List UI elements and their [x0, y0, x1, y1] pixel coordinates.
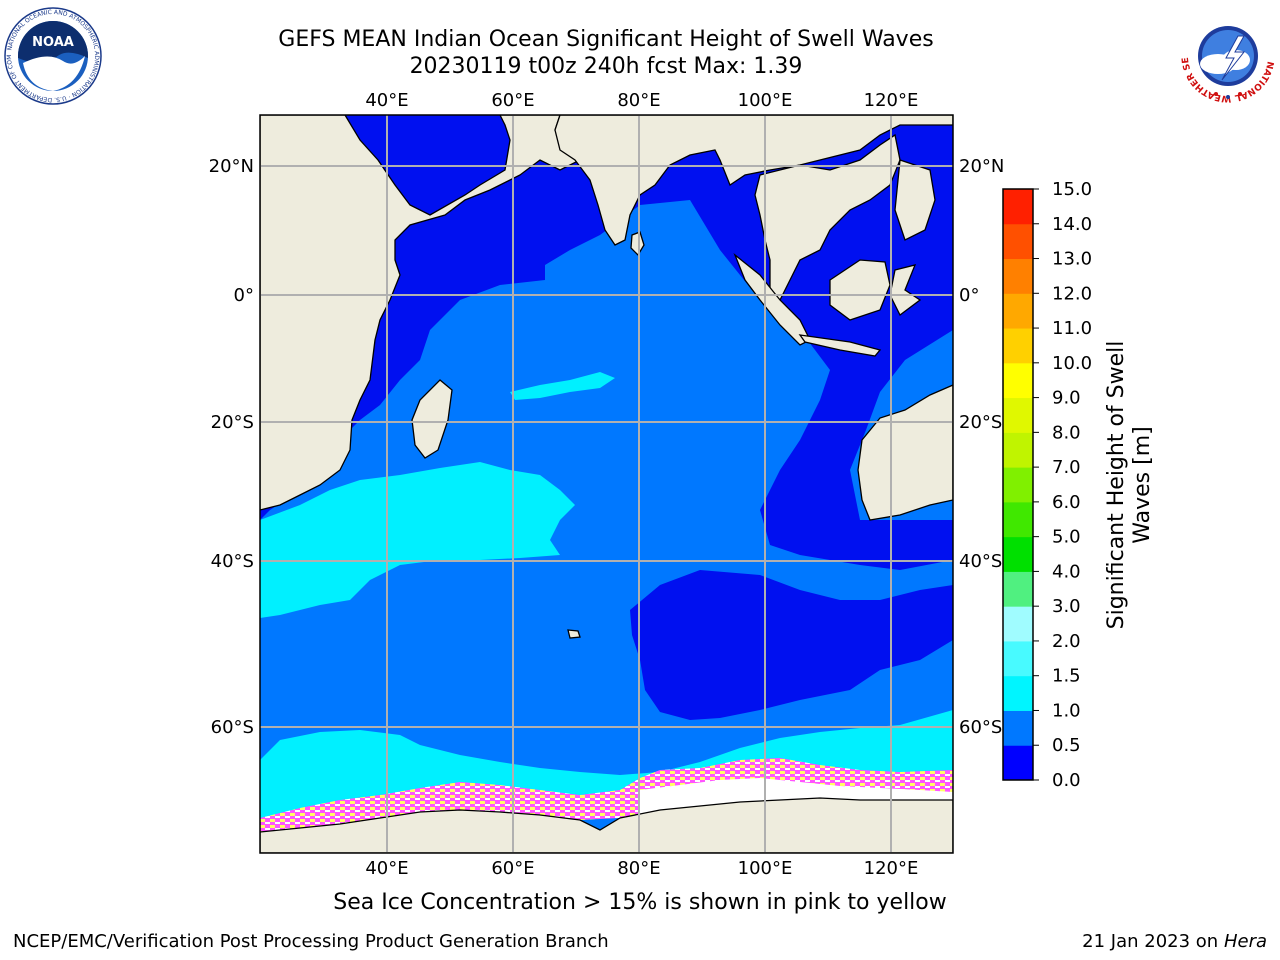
colorbar-segment [1003, 328, 1033, 364]
lat-label-left: 60°S [211, 717, 254, 738]
lon-label-top: 120°E [864, 90, 919, 111]
colorbar-tick-label: 7.0 [1052, 457, 1081, 478]
colorbar-segment [1003, 189, 1033, 225]
colorbar-frame [1002, 188, 1034, 781]
lat-label-left: 20°N [209, 156, 254, 177]
colorbar-title-line2: Waves [m] [1130, 426, 1155, 543]
lon-label-bottom: 80°E [617, 858, 660, 879]
colorbar-tick-label: 3.0 [1052, 596, 1081, 617]
colorbar-tick-label: 1.5 [1052, 666, 1081, 687]
lon-label-bottom: 40°E [365, 858, 408, 879]
swell-band-low-south [630, 570, 953, 720]
lon-label-top: 100°E [738, 90, 793, 111]
lon-label-top: 80°E [617, 90, 660, 111]
colorbar-tick-label: 1.0 [1052, 700, 1081, 721]
lon-label-bottom: 100°E [738, 858, 793, 879]
nws-logo: NATIONAL WEATHER SERVICE [1178, 6, 1276, 104]
colorbar-tick-label: 14.0 [1052, 214, 1092, 235]
swell-band-high-small [510, 372, 615, 400]
lon-label-bottom: 120°E [864, 858, 919, 879]
land-philippines [894, 159, 936, 241]
lat-label-left: 20°S [211, 412, 254, 433]
land-borneo [829, 259, 891, 321]
land-java [798, 334, 882, 357]
lat-label-right: 20°N [959, 156, 1004, 177]
colorbar-tick-label: 2.0 [1052, 631, 1081, 652]
colorbar-tick-label: 4.0 [1052, 561, 1081, 582]
graticule [260, 115, 953, 853]
sea-ice-edge [260, 758, 953, 832]
colorbar-tick-label: 0.0 [1052, 770, 1081, 791]
land [260, 115, 953, 853]
land-africa [260, 115, 582, 511]
colorbar-segment [1003, 397, 1033, 433]
colorbar-tick-label: 10.0 [1052, 353, 1092, 374]
colorbar-tick-label: 5.0 [1052, 527, 1081, 548]
footer-host: Hera [1223, 931, 1267, 952]
footer-credit: NCEP/EMC/Verification Post Processing Pr… [13, 931, 609, 952]
colorbar-tick-label: 6.0 [1052, 492, 1081, 513]
colorbar-segment [1003, 571, 1033, 607]
map-frame [259, 114, 954, 854]
colorbar-segment [1003, 432, 1033, 468]
colorbar-segment [1003, 223, 1033, 260]
colorbar-segment [1003, 501, 1033, 538]
colorbar-tick-label: 15.0 [1052, 179, 1092, 200]
land-kerguelen [567, 629, 581, 639]
colorbar-segment [1003, 606, 1033, 642]
colorbar-tick-label: 9.0 [1052, 388, 1081, 409]
lat-label-left: 0° [234, 285, 254, 306]
land-india [554, 115, 953, 246]
colorbar-segment [1003, 293, 1033, 329]
colorbar-segment [1003, 710, 1033, 746]
lon-label-bottom: 60°E [491, 858, 534, 879]
colorbar-title-line1: Significant Height of Swell [1104, 341, 1129, 630]
colorbar-tick-label: 8.0 [1052, 422, 1081, 443]
lat-label-right: 40°S [959, 551, 1002, 572]
colorbar-tick-label: 0.5 [1052, 735, 1081, 756]
colorbar-ticks: 0.0 0.5 1.0 1.5 2.0 3.0 4.0 5.0 6.0 7.0 8.0 9.0 10.0… [1033, 179, 1092, 791]
colorbar-segment [1003, 675, 1033, 711]
noaa-logo: NATIONAL OCEANIC AND ATMOSPHERIC ADMINIS… [3, 6, 102, 105]
chart-title: GEFS MEAN Indian Ocean Significant Heigh… [278, 27, 934, 52]
map-area [260, 115, 953, 853]
colorbar-segment [1003, 467, 1033, 503]
land-madagascar [411, 379, 453, 459]
lat-label-right: 60°S [959, 717, 1002, 738]
land-australia [857, 384, 953, 521]
swell-band-high-west [260, 462, 575, 618]
colorbar-segment [1003, 536, 1033, 572]
lat-label-right: 0° [959, 285, 979, 306]
colorbar-segment [1003, 745, 1033, 781]
colorbar-tick-label: 11.0 [1052, 318, 1092, 339]
colorbar-tick-label: 12.0 [1052, 283, 1092, 304]
footer-date-text: 21 Jan 2023 on [1082, 931, 1224, 952]
lat-label-right: 20°S [959, 412, 1002, 433]
colorbar [1003, 189, 1033, 781]
footer-date: 21 Jan 2023 on Hera [1082, 931, 1267, 952]
colorbar-tick-label: 13.0 [1052, 249, 1092, 270]
lon-label-top: 40°E [365, 90, 408, 111]
land-indochina [754, 133, 901, 302]
lat-label-left: 40°S [211, 551, 254, 572]
colorbar-segment [1003, 258, 1033, 294]
svg-text:NOAA: NOAA [32, 35, 74, 50]
lon-label-top: 60°E [491, 90, 534, 111]
colorbar-segment [1003, 362, 1033, 399]
sea-ice-note: Sea Ice Concentration > 15% is shown in … [333, 890, 947, 915]
chart-subtitle: 20230119 t00z 240h fcst Max: 1.39 [409, 54, 803, 79]
colorbar-segment [1003, 640, 1033, 677]
